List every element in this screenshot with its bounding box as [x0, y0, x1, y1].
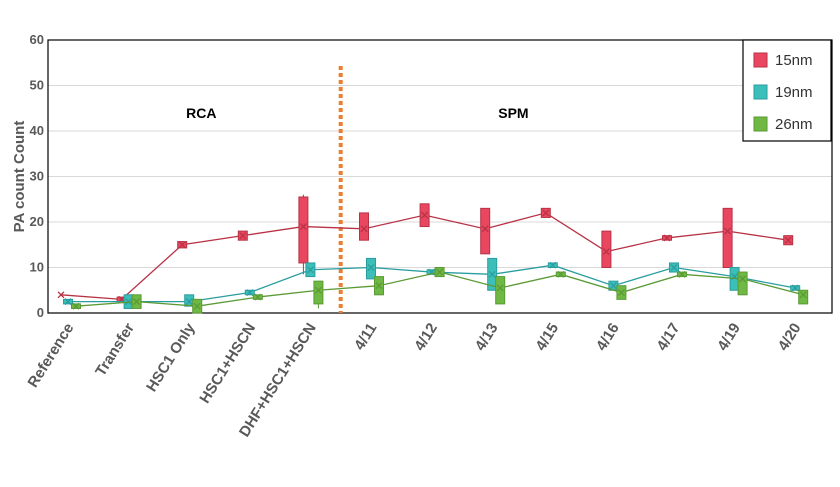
- mean-marker: [193, 302, 201, 310]
- mean-marker: [670, 264, 678, 271]
- x-tick-label: 4/16: [593, 320, 623, 354]
- mean-marker: [557, 270, 565, 278]
- box: [601, 230, 612, 269]
- mean-marker: [791, 284, 799, 292]
- mean-marker: [549, 261, 557, 269]
- x-tick-label: 4/19: [714, 320, 744, 354]
- mean-marker: [133, 298, 141, 306]
- mean-marker: [72, 302, 80, 310]
- mean-marker: [481, 225, 489, 233]
- legend-swatch: [753, 84, 768, 100]
- mean-marker: [739, 275, 747, 283]
- axis-layer: 0 10 20 30 40 50 60 PA count Count Reference Tran…: [11, 32, 833, 440]
- mean-marker: [496, 284, 504, 292]
- mean-marker: [185, 298, 193, 306]
- box: [359, 212, 369, 241]
- box: [480, 207, 491, 255]
- box: [313, 280, 324, 305]
- mean-marker: [663, 234, 671, 242]
- mean-marker: [488, 270, 496, 278]
- box: [366, 257, 376, 280]
- mean-marker: [299, 223, 307, 231]
- mean-marker: [602, 248, 610, 256]
- y-tick-label: 60: [30, 32, 44, 47]
- box: [798, 289, 809, 305]
- y-tick-label: 30: [30, 169, 44, 184]
- series-layer: [57, 194, 809, 314]
- legend-label: 15nm: [775, 52, 813, 69]
- x-tick-label: 4/17: [654, 320, 684, 354]
- mean-marker: [784, 236, 792, 244]
- mean-marker: [421, 211, 429, 219]
- mean-marker: [678, 270, 686, 278]
- section-label: SPM: [498, 105, 528, 121]
- mean-marker: [57, 291, 65, 299]
- box: [722, 207, 733, 269]
- grid-layer: [48, 39, 832, 268]
- x-tick-label: Transfer: [92, 320, 138, 379]
- x-tick-label: 4/15: [532, 320, 562, 354]
- mean-marker: [306, 266, 314, 274]
- box: [737, 271, 748, 296]
- mean-marker: [436, 268, 444, 276]
- box: [298, 196, 309, 264]
- box: [495, 276, 506, 305]
- x-tick-label: 4/12: [411, 320, 441, 354]
- y-axis-label: PA count Count: [11, 121, 28, 233]
- y-tick-label: 20: [30, 214, 44, 229]
- mean-marker: [254, 293, 262, 301]
- mean-marker: [314, 286, 322, 294]
- mean-marker: [609, 282, 617, 290]
- legend: 15nm 19nm 26nm: [742, 39, 832, 142]
- legend-swatch: [753, 52, 768, 68]
- mean-marker: [246, 289, 254, 296]
- x-tick-label: 4/11: [351, 320, 380, 353]
- mean-marker: [239, 232, 247, 240]
- mean-marker: [542, 209, 550, 217]
- mean-marker: [799, 291, 807, 299]
- y-tick-label: 0: [37, 305, 44, 320]
- section-label: RCA: [186, 105, 216, 121]
- y-tick-label: 50: [30, 78, 44, 93]
- legend-label: 19nm: [775, 84, 813, 101]
- x-tick-label: 4/20: [775, 320, 805, 354]
- legend-label: 26nm: [775, 116, 813, 133]
- mean-marker: [64, 298, 72, 306]
- mean-marker: [724, 227, 732, 235]
- x-tick-label: 4/13: [472, 320, 502, 354]
- x-tick-label: HSC1+HSCN: [196, 320, 259, 406]
- plot-frame: [47, 39, 833, 314]
- mean-marker: [360, 225, 368, 233]
- mean-marker: [367, 264, 375, 271]
- x-tick-label: Reference: [25, 320, 78, 391]
- mean-marker: [178, 241, 186, 249]
- mean-marker: [375, 282, 383, 290]
- legend-swatch: [753, 116, 768, 132]
- annotation-layer: RCA SPM: [186, 105, 528, 121]
- x-tick-label: HSC1 Only: [143, 320, 199, 395]
- y-tick-label: 40: [30, 123, 44, 138]
- y-tick-label: 10: [30, 260, 44, 275]
- mean-marker: [617, 289, 625, 296]
